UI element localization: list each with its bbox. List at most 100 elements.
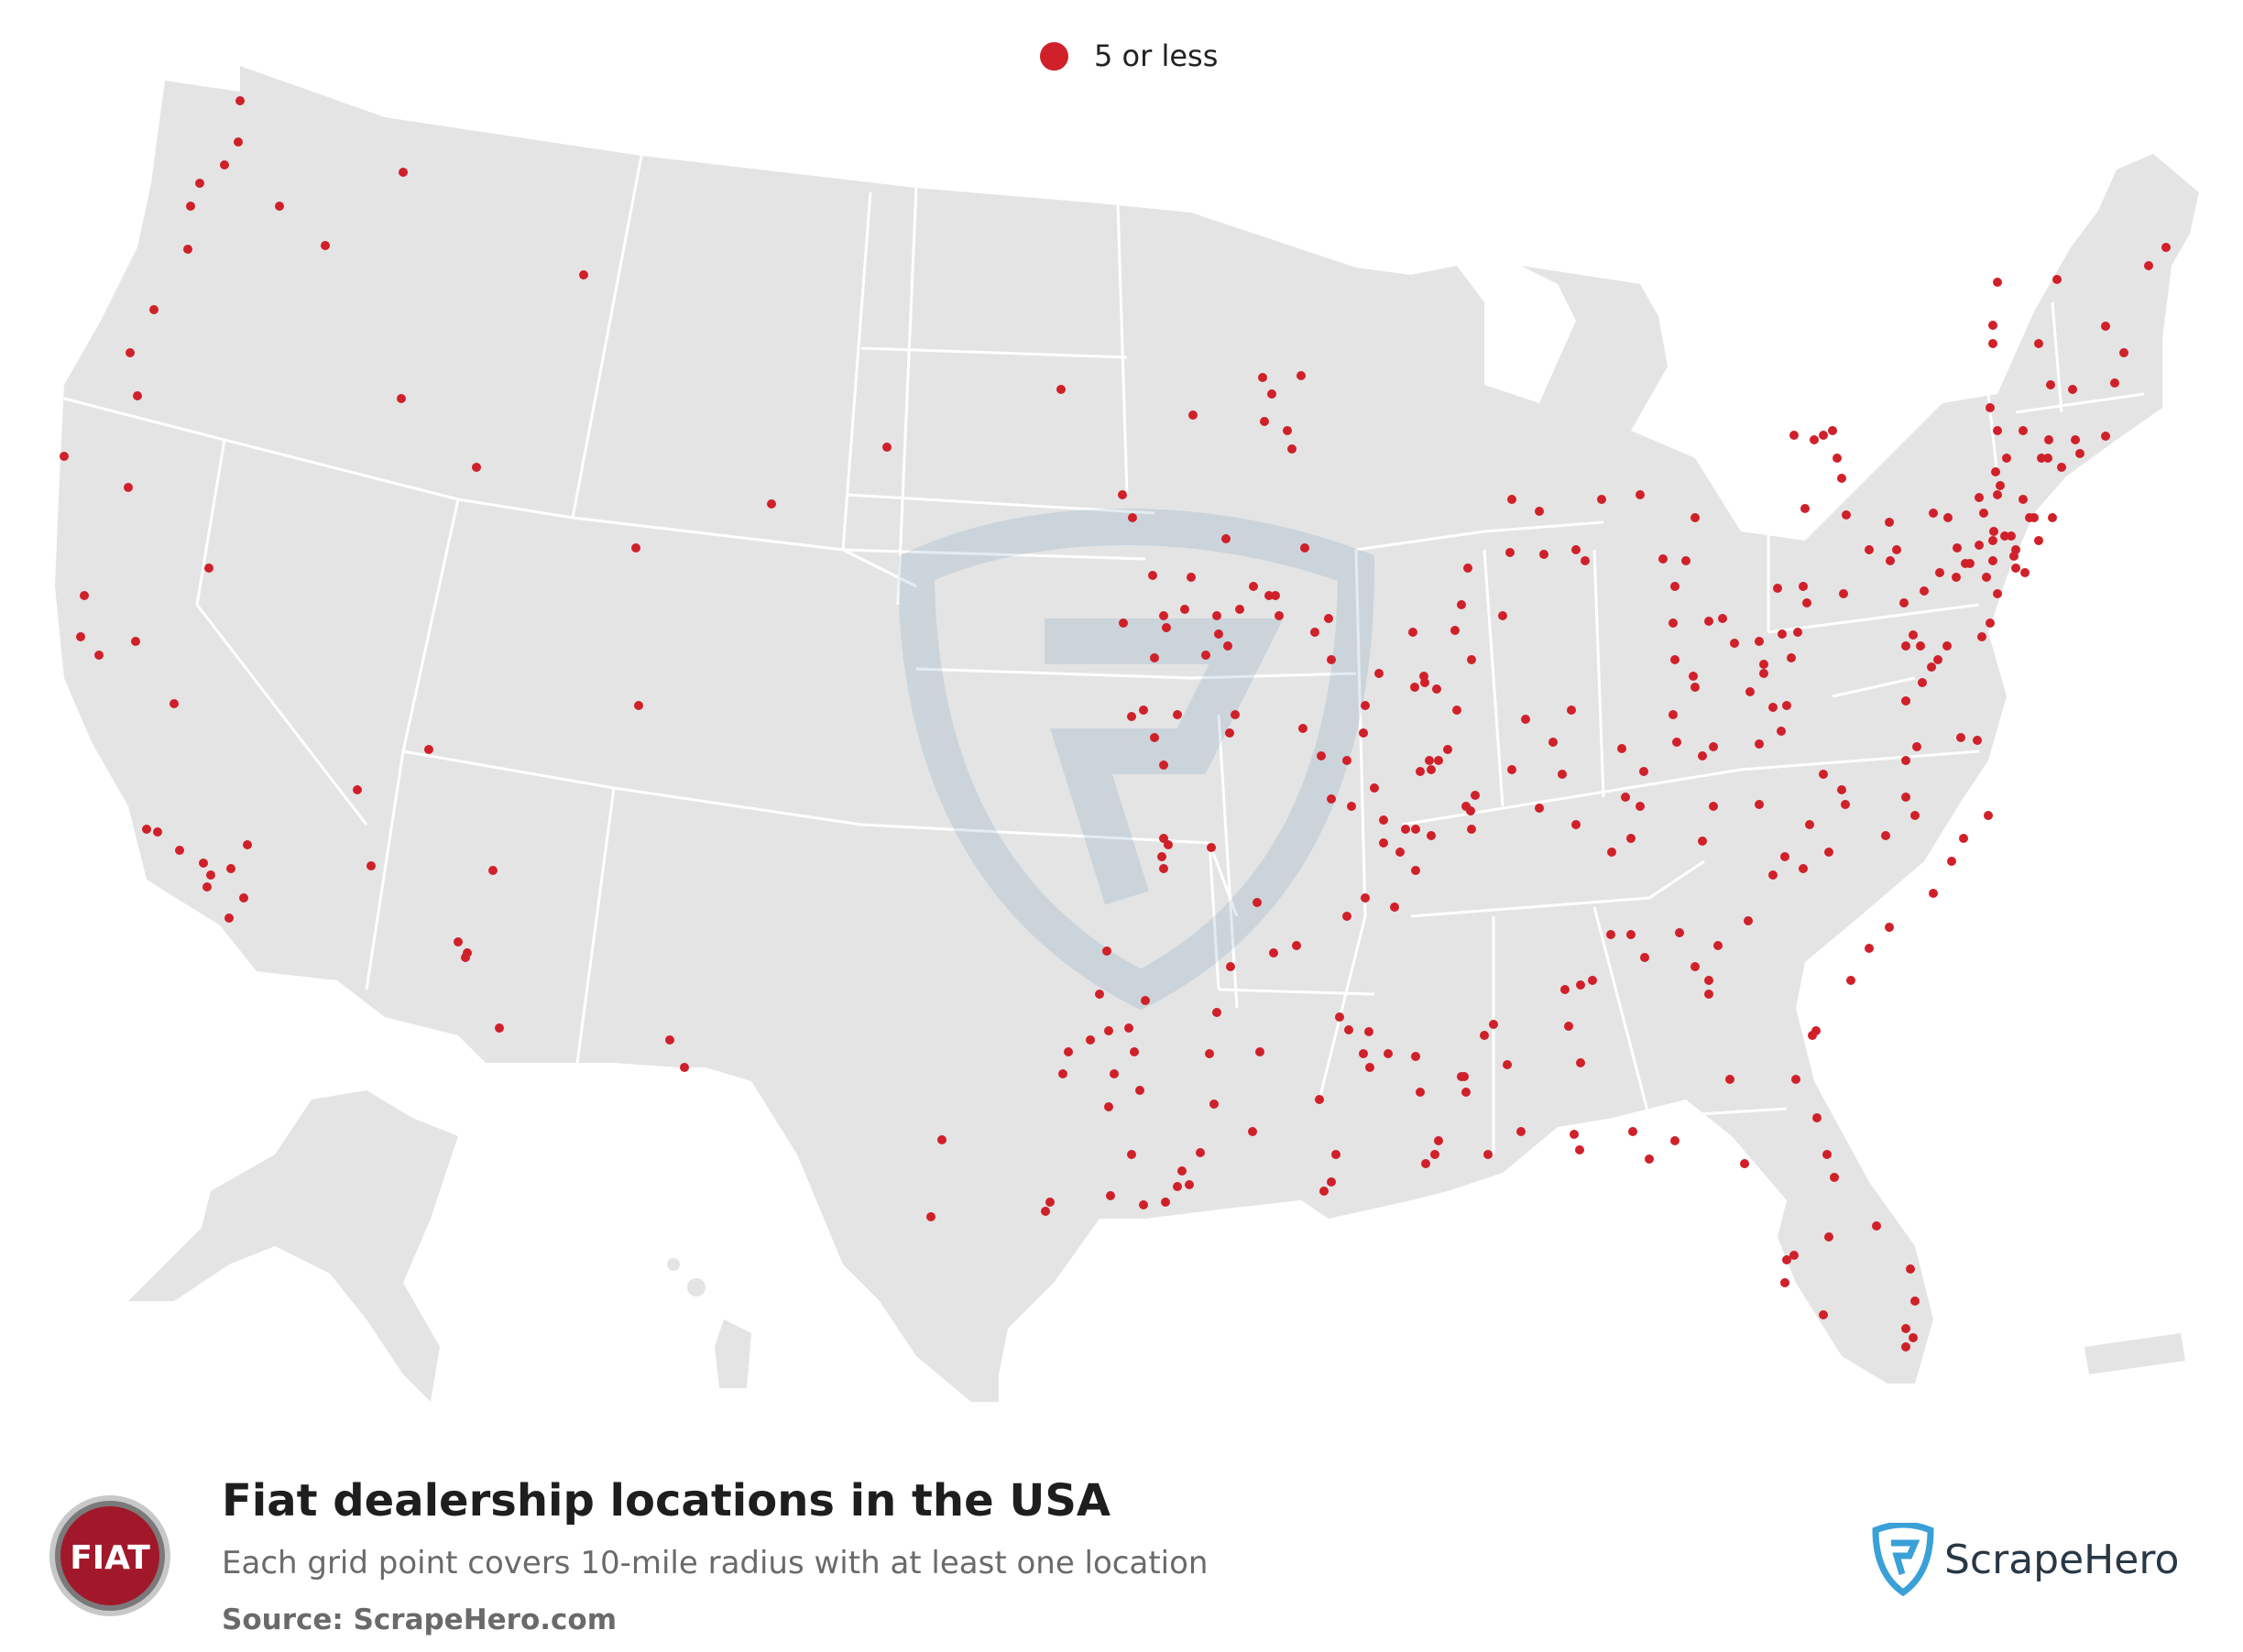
hawaii-islet [667,1258,680,1271]
dealership-marker [1778,629,1787,639]
dealership-marker [1996,481,2005,490]
dealership-marker [1571,545,1581,554]
dealership-marker [1361,701,1370,710]
dealership-marker [1975,541,1984,550]
dealership-marker [1988,339,1997,348]
dealership-marker [1759,660,1768,669]
dealership-marker [1617,744,1626,753]
dealership-marker [1271,591,1280,600]
dealership-marker [1597,495,1606,504]
dealership-marker [2011,545,2020,554]
dealership-marker [1535,804,1544,813]
dealership-marker [1901,793,1910,802]
dealership-marker [2000,531,2009,541]
dealership-marker [1411,825,1420,834]
dealership-marker [634,701,643,710]
dealership-marker [1718,614,1727,623]
dealership-marker [1212,611,1221,620]
dealership-marker [1269,948,1278,957]
dealership-marker [1782,1255,1791,1264]
map-subtitle: Each grid point covers 10-mile radius wi… [222,1545,1209,1581]
dealership-marker [1452,706,1461,715]
dealership-marker [2048,513,2057,522]
dealership-marker [1432,684,1441,694]
dealership-marker [1471,791,1480,800]
dealership-marker [926,1212,935,1221]
dealership-marker [1045,1198,1055,1207]
dealership-marker [1842,510,1851,520]
dealership-marker [1064,1047,1073,1056]
dealership-marker [1498,611,1507,620]
dealership-marker [1564,1022,1573,1031]
dealership-marker [1910,811,1920,820]
dealership-marker [1670,582,1680,591]
dealership-marker [397,394,406,403]
dealership-marker [495,1023,504,1033]
dealership-marker [1744,916,1753,925]
dealership-marker [1214,629,1223,639]
dealership-marker [1095,990,1104,999]
dealership-marker [1188,410,1198,420]
dealership-marker [1558,770,1567,779]
dealership-marker [1745,687,1755,696]
dealership-marker [1824,848,1833,857]
dealership-marker [1463,563,1472,573]
dealership-marker [1777,727,1786,736]
dealership-marker [2075,449,2084,458]
dealership-marker [1410,683,1419,692]
dealership-marker [1901,756,1910,765]
dealership-marker [1221,534,1231,543]
dealership-marker [1267,389,1276,399]
dealership-marker [1457,600,1466,609]
dealership-marker [631,543,640,552]
dealership-marker [1344,1025,1353,1034]
dealership-marker [1773,584,1782,593]
dealership-marker [1421,1159,1430,1168]
dealership-marker [2052,275,2062,284]
dealership-marker [1235,605,1244,614]
dealership-marker [1327,794,1336,804]
dealership-marker [1979,509,1988,518]
dealership-marker [1159,760,1168,770]
dealership-marker [1901,641,1910,651]
dealership-marker [1567,706,1576,715]
dealership-marker [454,937,463,946]
dealership-marker [1390,903,1399,912]
dealership-marker [1740,1159,1749,1168]
dealership-marker [2119,348,2128,357]
dealership-marker [1789,1251,1799,1260]
dealership-marker [1916,641,1925,651]
dealership-marker [1342,912,1351,921]
dealership-marker [133,391,142,400]
dealership-marker [1173,710,1182,719]
dealership-marker [1361,893,1370,903]
dealership-marker [1177,1166,1187,1176]
dealership-marker [1636,802,1645,811]
dealership-marker [1461,802,1471,811]
dealership-marker [149,305,159,314]
dealership-marker [220,160,229,170]
dealership-marker [1505,548,1515,557]
dealership-marker [1645,1154,1654,1164]
dealership-markers [60,96,2171,1351]
dealership-marker [1150,653,1159,662]
dealership-marker [1223,641,1232,651]
dealership-marker [1885,518,1894,527]
dealership-marker [1982,573,1991,582]
dealership-marker [1759,669,1768,678]
dealership-marker [1901,696,1910,706]
dealership-marker [1212,1008,1221,1017]
dealership-marker [1104,1026,1113,1035]
dealership-marker [1628,1127,1637,1136]
dealership-marker [1819,431,1828,440]
dealership-marker [1698,751,1707,760]
dealership-marker [1315,1095,1324,1104]
dealership-marker [1298,724,1308,733]
dealership-marker [1824,1232,1833,1242]
dealership-marker [234,137,243,147]
dealership-marker [1480,1031,1489,1040]
dealership-marker [1401,825,1410,834]
dealership-marker [1102,946,1111,956]
dealership-marker [1185,1180,1194,1189]
dealership-marker [2011,563,2020,573]
